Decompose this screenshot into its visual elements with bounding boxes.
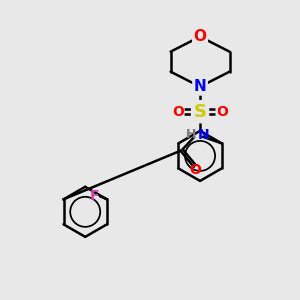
- Text: N: N: [198, 128, 210, 142]
- Text: N: N: [194, 79, 206, 94]
- Text: O: O: [194, 29, 207, 44]
- Text: O: O: [216, 105, 228, 119]
- Text: H: H: [186, 128, 197, 141]
- Text: F: F: [90, 189, 99, 203]
- Text: O: O: [172, 105, 184, 119]
- Text: O: O: [189, 163, 201, 177]
- Text: S: S: [194, 103, 207, 121]
